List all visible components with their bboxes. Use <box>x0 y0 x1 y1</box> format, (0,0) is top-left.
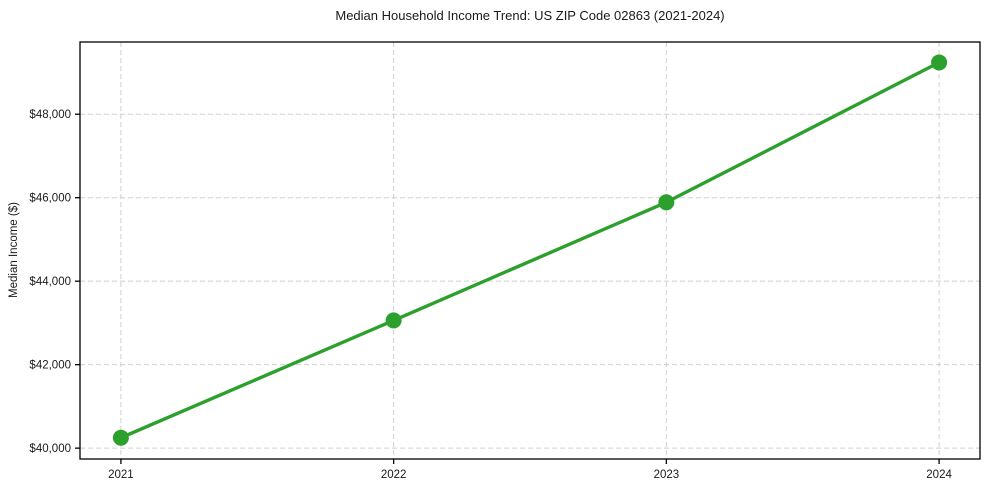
x-tick-label: 2024 <box>926 469 952 481</box>
data-point <box>658 194 675 211</box>
trend-line <box>119 60 941 440</box>
plot-border <box>79 41 981 460</box>
data-point <box>112 429 129 446</box>
y-tick-label: $44,000 <box>29 276 71 288</box>
chart-title: Median Household Income Trend: US ZIP Co… <box>335 8 725 23</box>
x-tick-label: 2021 <box>108 469 134 481</box>
x-tick-label: 2023 <box>654 469 680 481</box>
y-tick-label: $48,000 <box>29 109 71 121</box>
data-point <box>385 312 402 329</box>
y-tick-label: $40,000 <box>29 443 71 455</box>
y-tick-label: $42,000 <box>29 360 71 372</box>
x-tick-label: 2022 <box>381 469 407 481</box>
data-point <box>931 54 948 71</box>
y-tick-label: $46,000 <box>29 193 71 205</box>
